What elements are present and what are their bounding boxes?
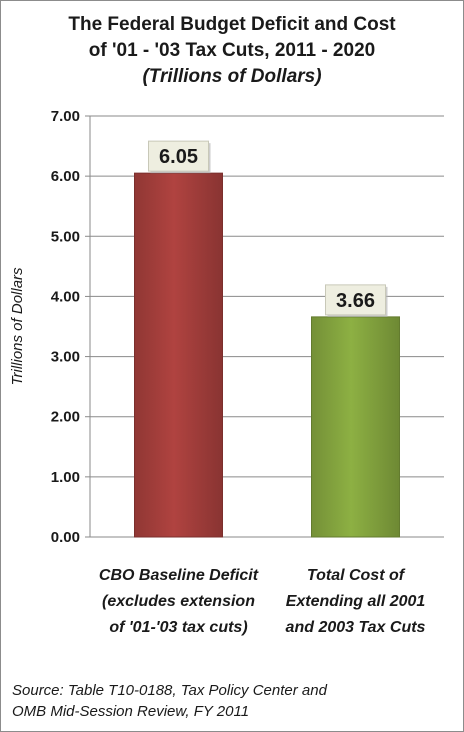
y-axis-label: Trillions of Dollars [9,267,26,386]
category-label: (excludes extension [102,593,255,610]
y-tick-label: 2.00 [51,409,80,426]
category-label: of '01-'03 tax cuts) [109,619,247,636]
chart-title-line-2: of '01 - '03 Tax Cuts, 2011 - 2020 [88,40,376,61]
y-tick-label: 1.00 [51,469,80,486]
y-tick-label: 3.00 [51,349,80,366]
category-label: CBO Baseline Deficit [99,567,259,584]
category-label: and 2003 Tax Cuts [286,619,426,636]
y-tick-label: 0.00 [51,529,80,546]
chart-title: The Federal Budget Deficit and Cost of '… [0,12,464,90]
bar [311,316,400,538]
bar [134,172,223,538]
data-label: 3.66 [336,290,375,312]
category-label: Total Cost of [307,567,406,584]
source-note: Source: Table T10-0188, Tax Policy Cente… [12,680,452,722]
chart-subtitle: (Trillions of Dollars) [142,66,322,87]
data-label: 6.05 [159,146,198,168]
category-label: Extending all 2001 [286,593,426,610]
source-line-1: Source: Table T10-0188, Tax Policy Cente… [12,682,327,699]
chart-title-line-1: The Federal Budget Deficit and Cost [68,14,396,35]
y-tick-label: 4.00 [51,288,80,305]
data-label-box [148,140,209,172]
y-tick-label: 7.00 [51,108,80,125]
data-label-box [325,284,386,316]
y-tick-label: 5.00 [51,228,80,245]
source-line-2: OMB Mid-Session Review, FY 2011 [12,703,250,720]
y-tick-label: 6.00 [51,168,80,185]
